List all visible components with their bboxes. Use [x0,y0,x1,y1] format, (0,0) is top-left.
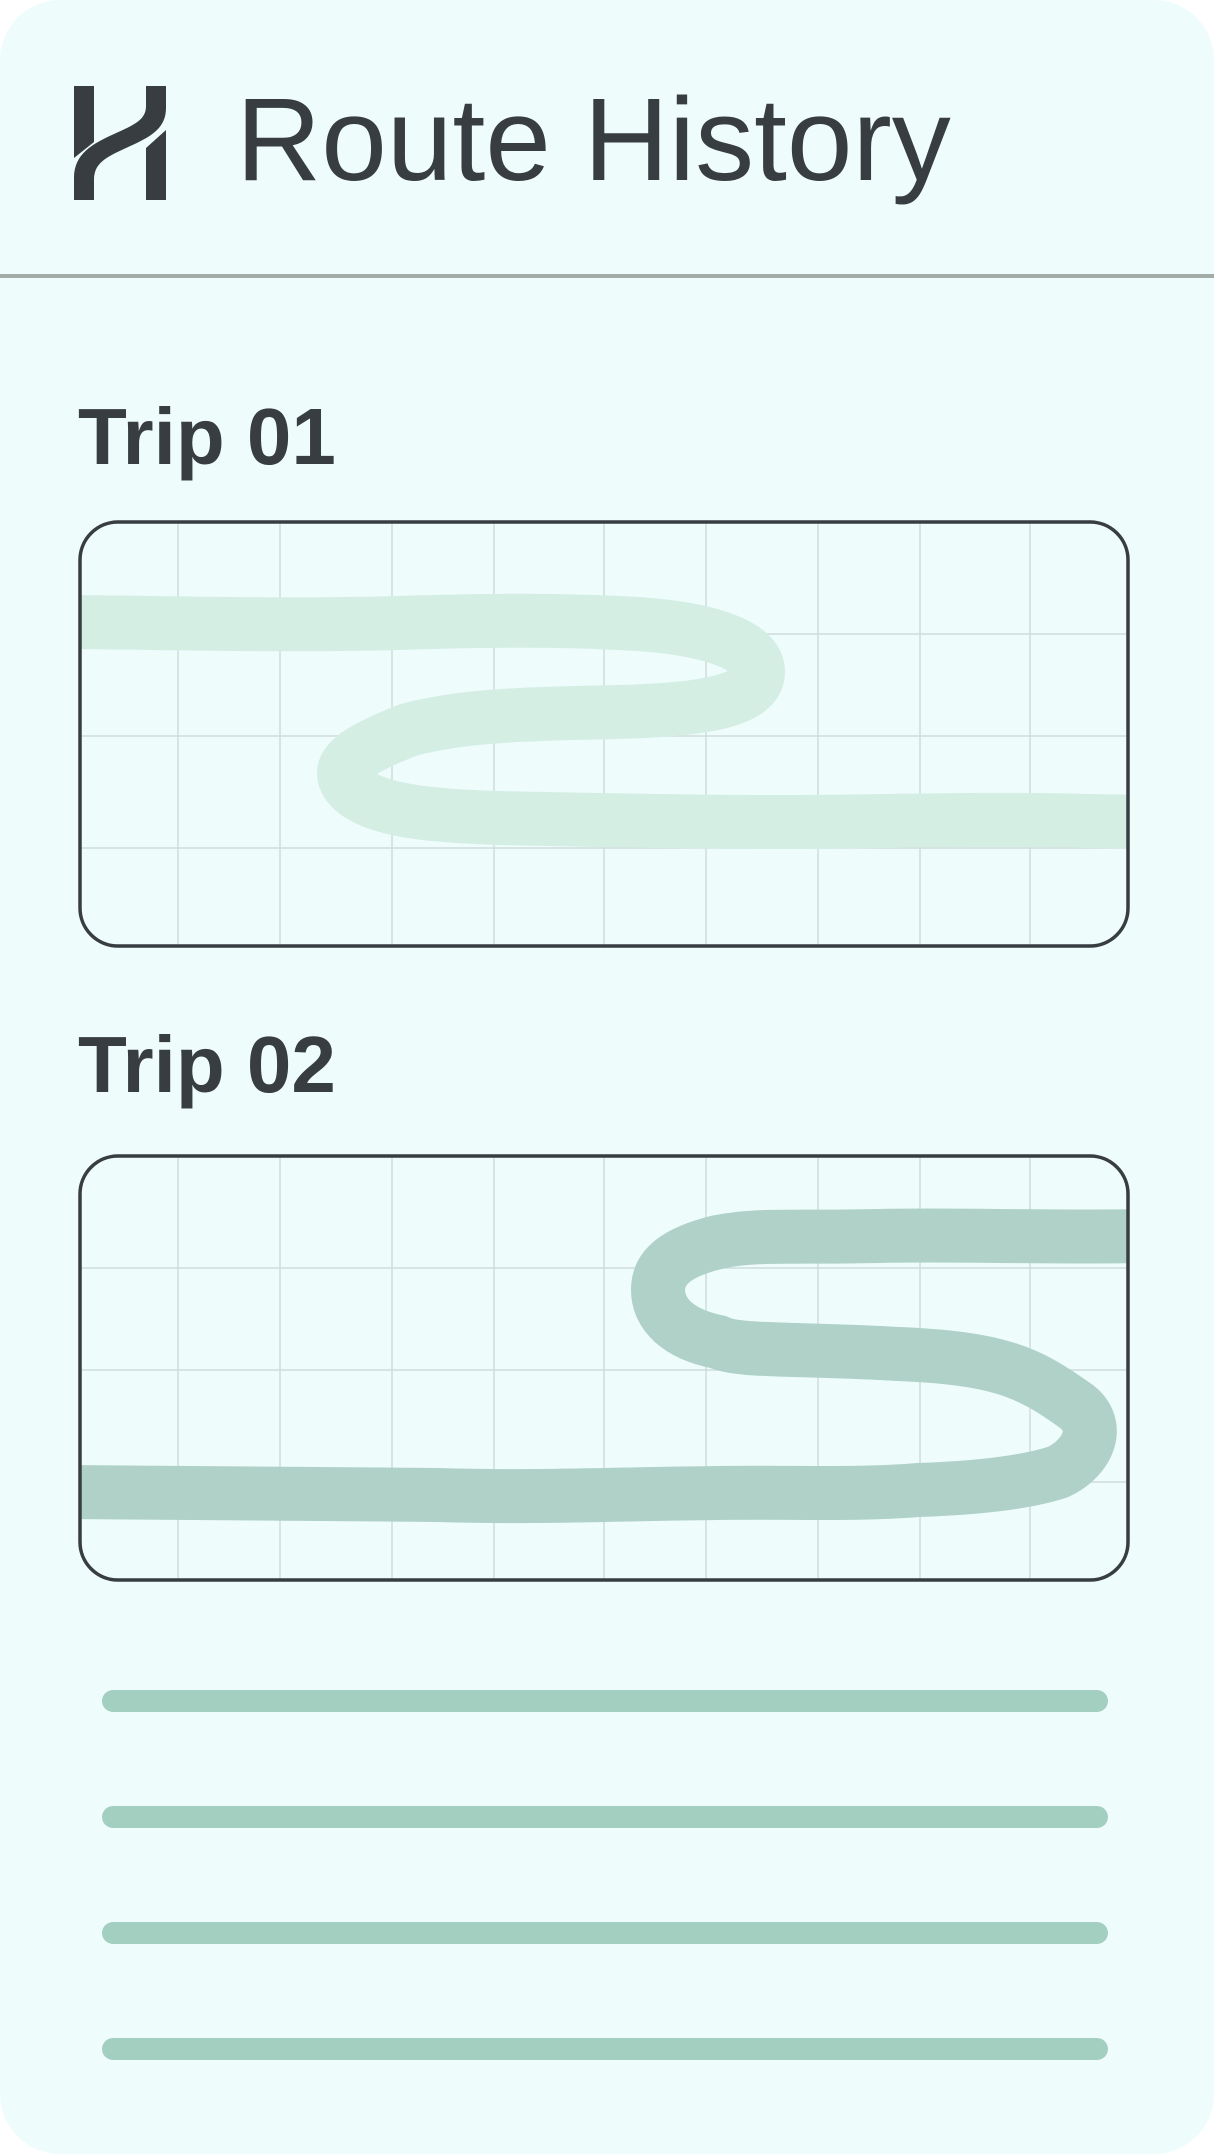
trip-02-map[interactable] [78,1154,1130,1582]
trip-01-map-border [78,520,1130,948]
placeholder-line [102,1690,1108,1712]
trip-02-map-canvas [78,1154,1130,1582]
h-monogram-logo-icon [74,86,166,200]
placeholder-line [102,1922,1108,1944]
trip-02-title: Trip 02 [78,1020,336,1109]
app-header: Route History [0,0,1214,274]
trip-02-map-border [78,1154,1130,1582]
trip-01-title: Trip 01 [78,392,336,481]
app-title: Route History [236,74,951,206]
header-divider [0,274,1214,278]
placeholder-line [102,2038,1108,2060]
trip-02-route-line [80,1208,1128,1524]
trip-01-map[interactable] [78,520,1130,948]
trip-01-map-canvas [78,520,1130,948]
trip-01-route-line [80,593,1128,849]
placeholder-line [102,1806,1108,1828]
